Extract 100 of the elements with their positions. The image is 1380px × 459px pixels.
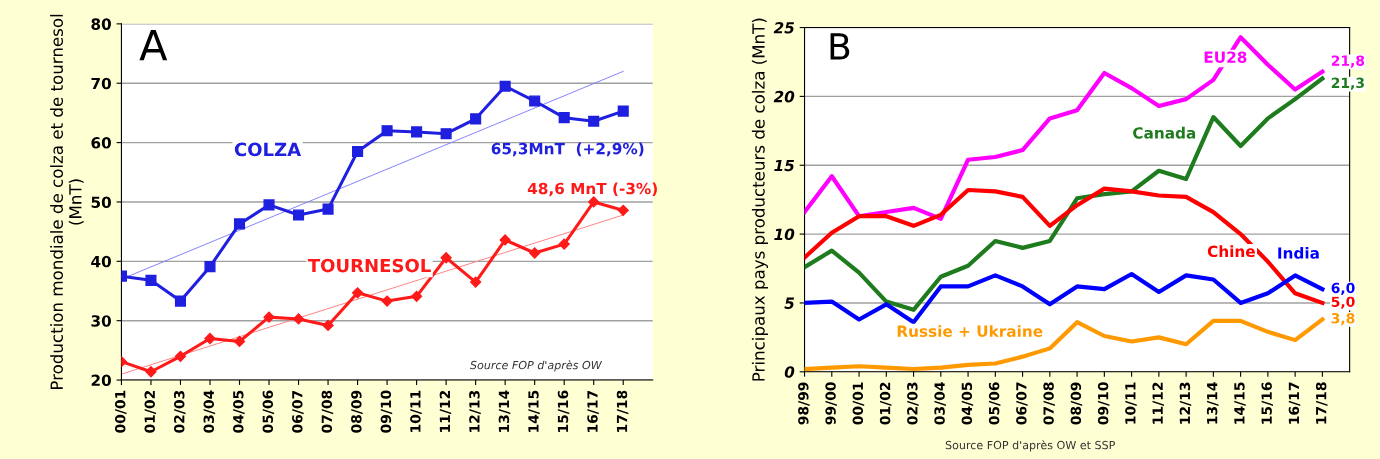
point bbox=[233, 335, 246, 348]
x-tick-label: 06/07 bbox=[292, 390, 304, 433]
x-tick-label: 07/08 bbox=[321, 390, 334, 433]
x-tick-label: 01/02 bbox=[144, 390, 157, 433]
point bbox=[263, 199, 275, 211]
point bbox=[558, 112, 570, 124]
series-label: Chine bbox=[1207, 245, 1255, 258]
y-tick-label: 70 bbox=[91, 77, 111, 90]
point bbox=[204, 261, 216, 273]
point bbox=[499, 80, 511, 92]
x-tick-label: 10/11 bbox=[1125, 382, 1137, 424]
point bbox=[440, 128, 452, 140]
line-series bbox=[804, 76, 1325, 312]
line-series bbox=[804, 35, 1325, 222]
x-tick-label: 15/16 bbox=[557, 390, 570, 432]
point bbox=[145, 366, 157, 378]
x-tick-label: 14/15 bbox=[528, 390, 540, 432]
x-tick-label: 11/12 bbox=[439, 390, 452, 432]
x-tick-label: 08/09 bbox=[351, 390, 363, 433]
point bbox=[381, 125, 393, 137]
point bbox=[174, 350, 187, 362]
line-series bbox=[804, 317, 1325, 372]
x-tick-label: 06/07 bbox=[1016, 382, 1028, 425]
point bbox=[233, 218, 246, 230]
data-label: 3,8 bbox=[1331, 312, 1355, 326]
x-tick-label: 13/14 bbox=[498, 390, 511, 432]
x-tick-label: 99/00 bbox=[825, 382, 837, 425]
point bbox=[588, 115, 600, 127]
text: COLZA bbox=[234, 142, 302, 157]
x-tick-label: 17/18 bbox=[616, 390, 629, 432]
series-label: Russie + Ukraine bbox=[897, 325, 1043, 337]
y-tick-label: 15 bbox=[774, 159, 795, 172]
annotation: A bbox=[139, 29, 168, 61]
point bbox=[411, 126, 423, 138]
series-label: India bbox=[1278, 247, 1319, 259]
point bbox=[588, 196, 600, 208]
point bbox=[174, 295, 187, 307]
point bbox=[292, 313, 305, 325]
x-tick-label: 13/14 bbox=[1206, 382, 1219, 424]
y-axis-title: Principaux pays producteurs de colza (MnT) bbox=[751, 18, 768, 381]
point bbox=[617, 105, 629, 117]
point bbox=[145, 274, 157, 286]
point bbox=[529, 95, 541, 107]
point bbox=[529, 247, 541, 259]
y-tick-label: 5 bbox=[784, 297, 795, 309]
y-tick-label: 25 bbox=[773, 22, 795, 34]
series-label: Canada bbox=[1133, 126, 1196, 139]
annotation: 48,6 MnT (-3%) bbox=[527, 182, 657, 197]
y-tick-label: 10 bbox=[774, 228, 795, 241]
y-tick-label: 20 bbox=[773, 90, 795, 103]
data-label: 21,3 bbox=[1331, 77, 1364, 90]
source-note: Source FOP d'après OW et SSP bbox=[945, 440, 1115, 452]
x-tick-label: 09/10 bbox=[1097, 382, 1110, 425]
annotation: 65,3MnT (+2,9%) bbox=[491, 142, 644, 157]
point bbox=[322, 203, 334, 215]
point bbox=[470, 276, 482, 288]
point bbox=[440, 252, 452, 264]
annotation: B bbox=[830, 33, 850, 60]
x-tick-label: 11/12 bbox=[1152, 382, 1164, 424]
y-tick-label: 50 bbox=[91, 196, 111, 208]
x-tick-label: 14/15 bbox=[1234, 382, 1246, 424]
x-tick-label: 02/03 bbox=[907, 382, 919, 425]
x-tick-label: 04/05 bbox=[961, 382, 974, 425]
point bbox=[322, 319, 334, 332]
y-tick-label: 0 bbox=[784, 366, 795, 378]
x-tick-label: 15/16 bbox=[1261, 382, 1273, 424]
x-tick-label: 05/06 bbox=[262, 390, 275, 433]
x-tick-label: 00/01 bbox=[114, 390, 127, 433]
y-axis-title: Production mondiale de colza et de tournesol (MnT) bbox=[50, 14, 84, 389]
x-tick-label: 01/02 bbox=[879, 382, 892, 425]
point bbox=[204, 332, 216, 345]
x-tick-label: 08/09 bbox=[1070, 382, 1083, 425]
point bbox=[351, 287, 364, 299]
x-tick-label: 04/05 bbox=[233, 390, 245, 433]
x-tick-label: 03/04 bbox=[203, 390, 216, 433]
series-label: EU28 bbox=[1204, 51, 1247, 63]
line-series bbox=[804, 186, 1325, 306]
x-tick-label: 02/03 bbox=[174, 390, 186, 433]
point bbox=[558, 238, 570, 250]
x-tick-label: 12/13 bbox=[1179, 382, 1192, 424]
point bbox=[411, 290, 423, 302]
point bbox=[263, 311, 275, 323]
x-tick-label: 00/01 bbox=[852, 382, 865, 425]
y-tick-label: 60 bbox=[91, 137, 111, 149]
x-tick-label: 16/17 bbox=[1288, 382, 1301, 424]
line-series bbox=[804, 271, 1325, 325]
x-tick-label: 09/10 bbox=[380, 390, 393, 433]
data-label: 6,0 bbox=[1331, 282, 1355, 295]
point bbox=[499, 234, 511, 246]
point bbox=[617, 204, 629, 216]
point bbox=[352, 145, 364, 158]
annotation: Source FOP d'après OW bbox=[470, 360, 603, 372]
y-tick-label: 30 bbox=[91, 315, 111, 327]
y-tick-label: 80 bbox=[91, 18, 111, 30]
x-tick-label: 12/13 bbox=[469, 390, 481, 432]
x-tick-label: 07/08 bbox=[1043, 382, 1055, 425]
point bbox=[292, 209, 305, 221]
data-label: 5,0 bbox=[1331, 296, 1355, 309]
y-tick-label: 40 bbox=[91, 255, 111, 268]
x-tick-label: 16/17 bbox=[587, 390, 599, 432]
